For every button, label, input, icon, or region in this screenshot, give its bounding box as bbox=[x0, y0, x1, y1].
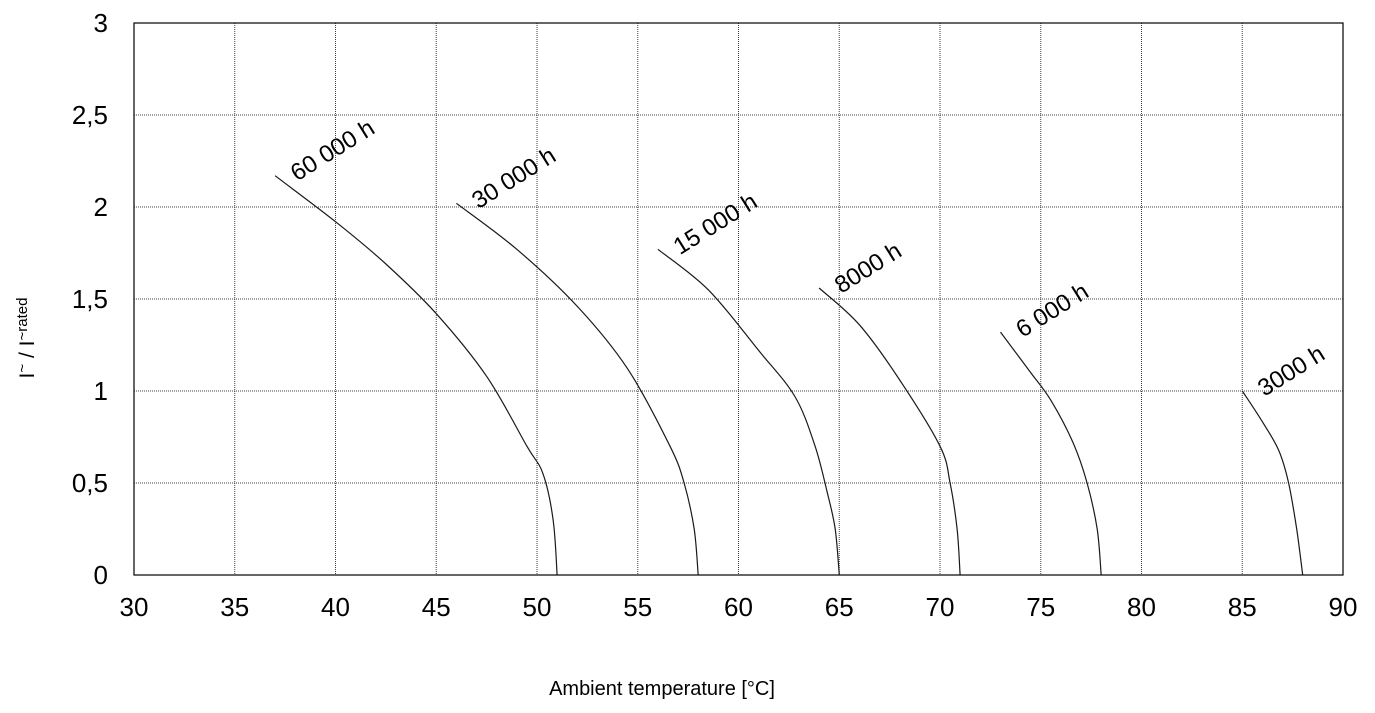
y-axis-title-symbol-2: I bbox=[16, 340, 39, 346]
y-axis-title-slash: / bbox=[16, 346, 39, 364]
grid bbox=[134, 23, 1343, 575]
y-tick-label: 3 bbox=[94, 8, 108, 38]
y-tick-label: 2,5 bbox=[72, 100, 108, 130]
y-tick-label: 1 bbox=[94, 376, 108, 406]
y-tick-label: 0,5 bbox=[72, 468, 108, 498]
x-axis-ticks: 30 35 40 45 50 55 60 65 70 75 80 85 90 bbox=[120, 592, 1358, 622]
x-tick-label: 80 bbox=[1127, 592, 1156, 622]
x-tick-label: 85 bbox=[1228, 592, 1257, 622]
curves bbox=[274, 175, 1304, 576]
x-tick-label: 55 bbox=[623, 592, 652, 622]
x-axis-title: Ambient temperature [°C] bbox=[549, 678, 775, 700]
curve-line bbox=[657, 248, 840, 576]
y-tick-label: 0 bbox=[94, 560, 108, 590]
y-axis-title-symbol: I bbox=[16, 373, 39, 379]
curve-line bbox=[1241, 390, 1304, 576]
y-tick-label: 1,5 bbox=[72, 284, 108, 314]
x-tick-label: 40 bbox=[321, 592, 350, 622]
plot-frame bbox=[133, 22, 1344, 576]
x-tick-label: 35 bbox=[220, 592, 249, 622]
x-tick-label: 60 bbox=[724, 592, 753, 622]
y-axis-title-sup-2: ~rated bbox=[14, 298, 31, 341]
curve-line bbox=[274, 175, 558, 576]
y-tick-label: 2 bbox=[94, 192, 108, 222]
x-tick-label: 30 bbox=[120, 592, 149, 622]
y-axis-ticks: 0 0,5 1 1,5 2 2,5 3 bbox=[72, 8, 108, 590]
curve-line bbox=[818, 287, 961, 576]
y-axis-title-sup: ~ bbox=[14, 364, 31, 373]
x-tick-label: 65 bbox=[825, 592, 854, 622]
x-tick-label: 90 bbox=[1329, 592, 1358, 622]
y-axis-title: I~ / I~rated bbox=[14, 298, 39, 379]
curve-line bbox=[1000, 331, 1102, 576]
x-tick-label: 75 bbox=[1026, 592, 1055, 622]
curve-line bbox=[456, 202, 699, 576]
x-tick-label: 50 bbox=[523, 592, 552, 622]
x-tick-label: 70 bbox=[926, 592, 955, 622]
x-tick-label: 45 bbox=[422, 592, 451, 622]
